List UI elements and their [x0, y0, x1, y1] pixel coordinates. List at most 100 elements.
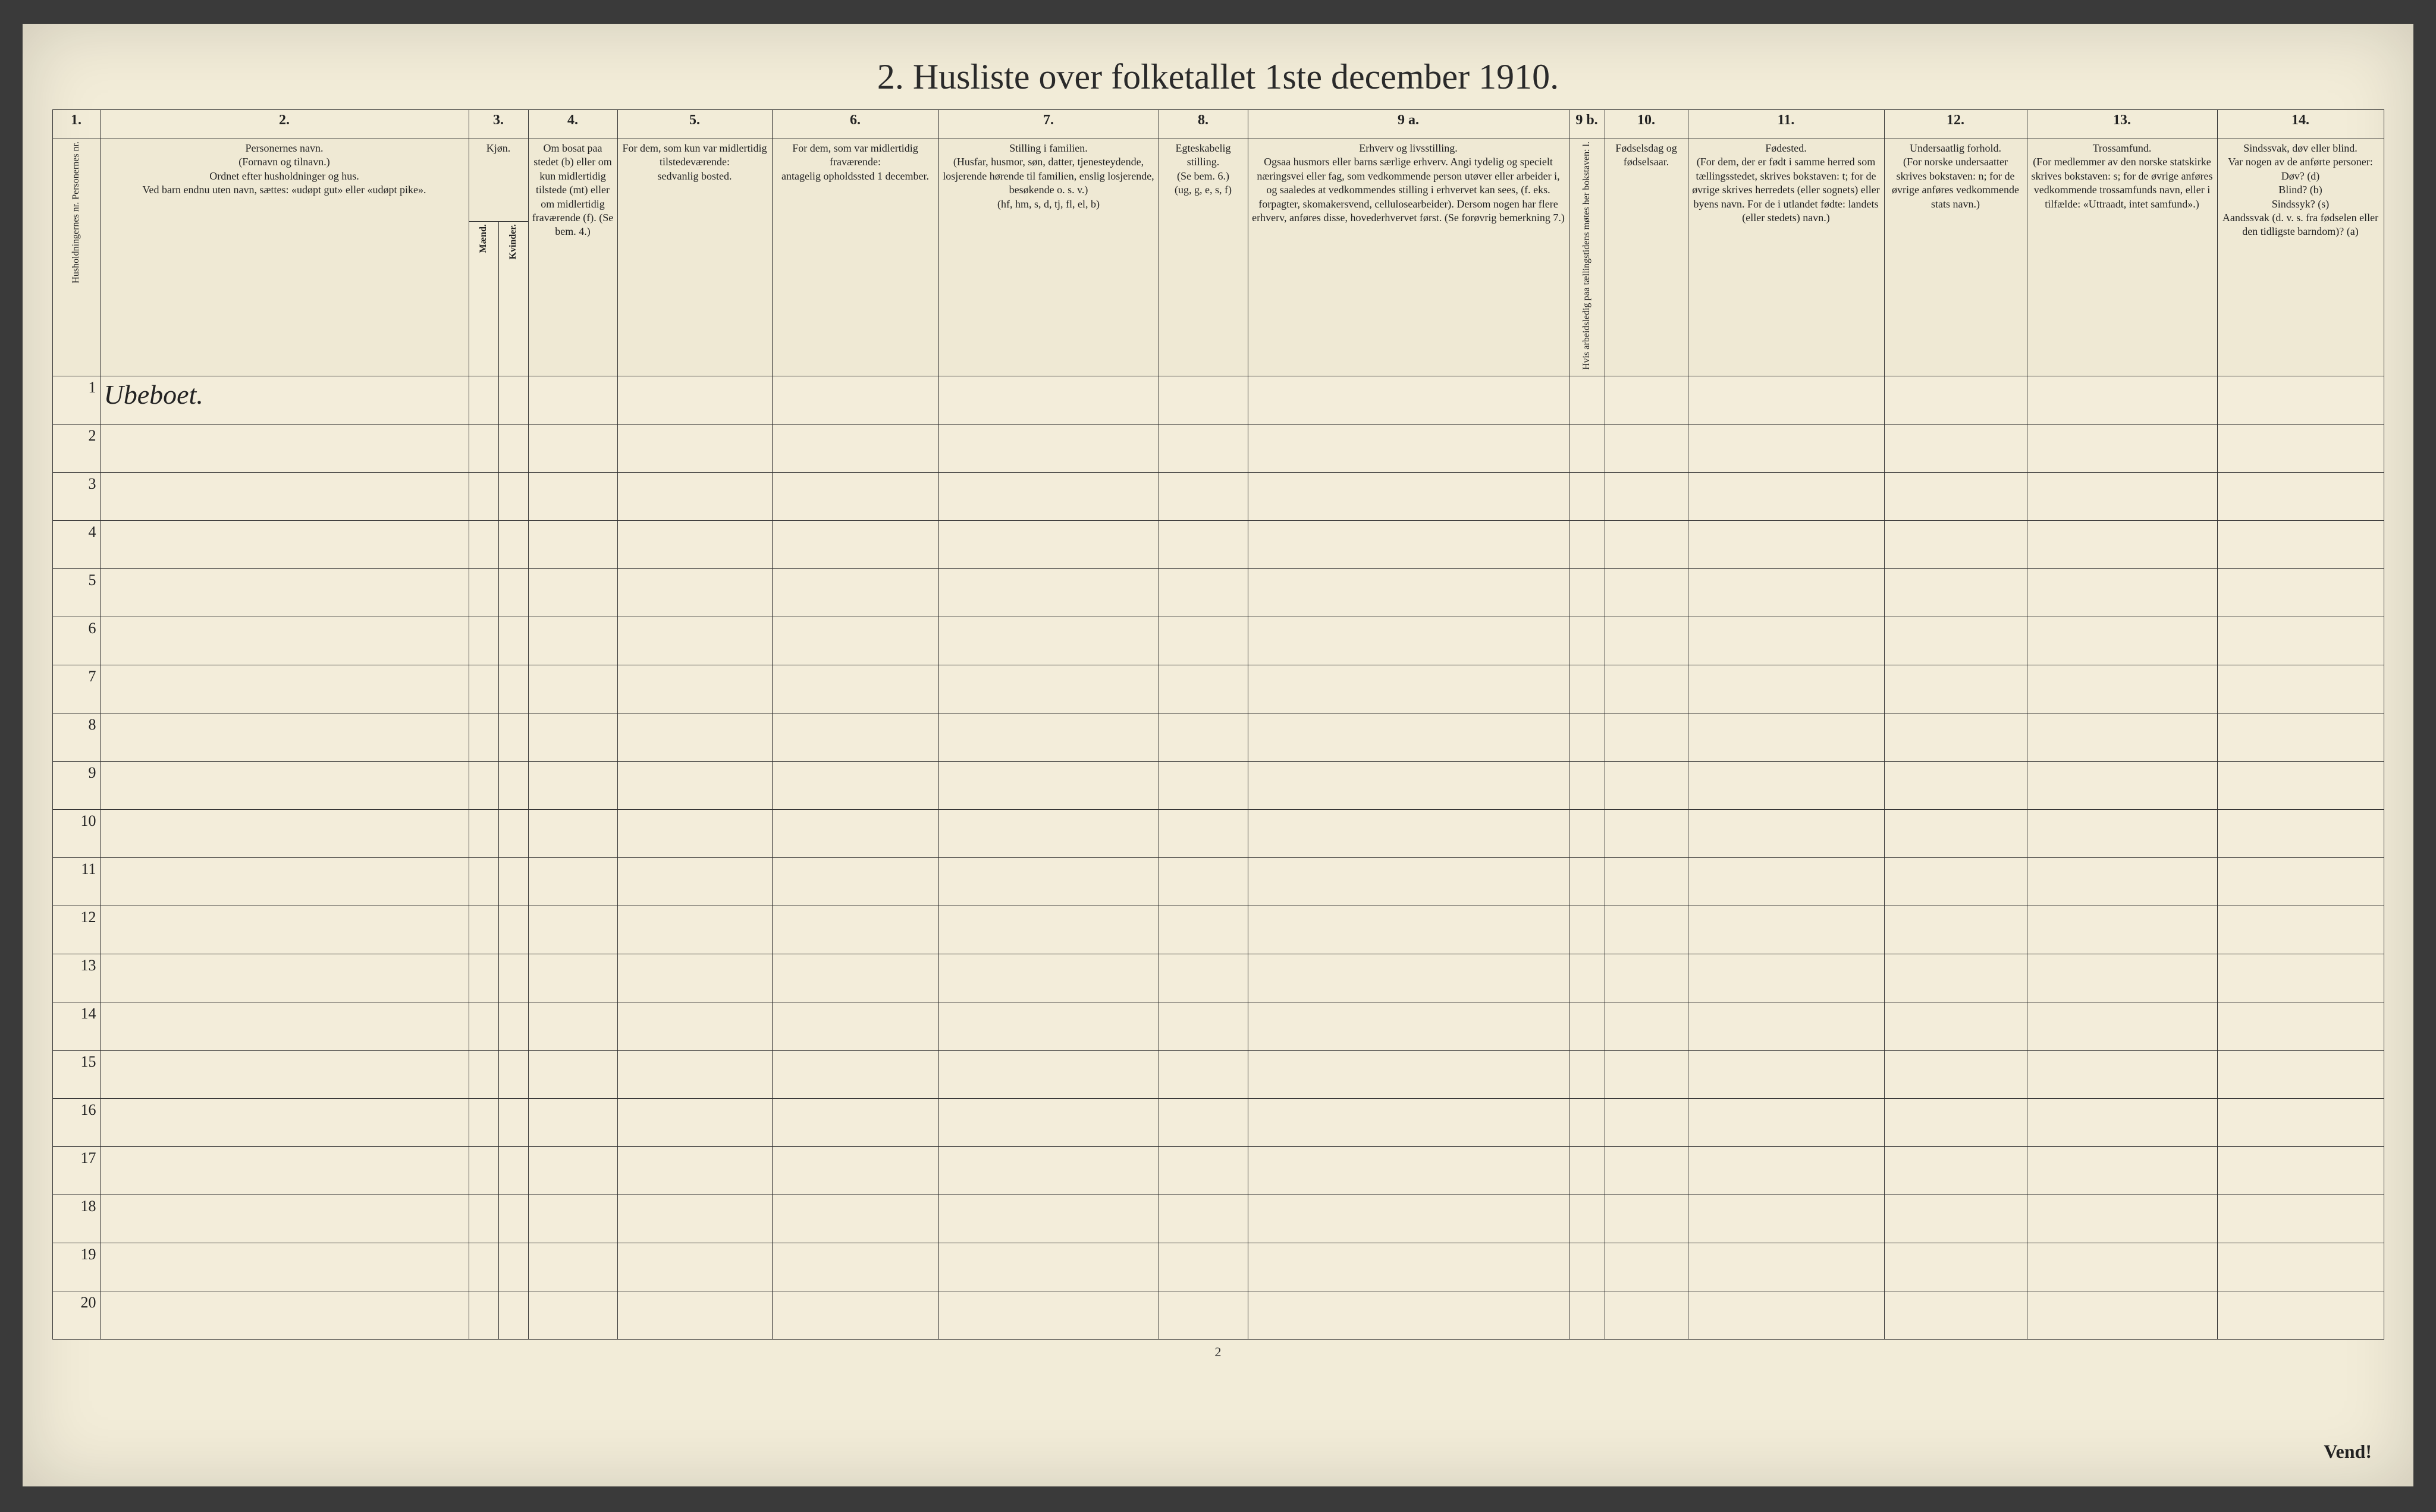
empty-cell [2027, 1051, 2217, 1099]
row-number: 14 [52, 1002, 100, 1051]
empty-cell [528, 810, 617, 858]
empty-cell [2217, 1195, 2384, 1243]
row-number: 7 [52, 665, 100, 713]
empty-cell [938, 1147, 1159, 1195]
empty-cell [2027, 810, 2217, 858]
empty-cell [2027, 762, 2217, 810]
empty-cell [1688, 1051, 1884, 1099]
empty-cell [1688, 1195, 1884, 1243]
empty-cell [2217, 665, 2384, 713]
empty-cell [772, 521, 938, 569]
empty-cell [617, 473, 772, 521]
empty-cell [617, 762, 772, 810]
empty-cell [469, 665, 498, 713]
empty-cell [2217, 521, 2384, 569]
empty-cell [2027, 425, 2217, 473]
empty-cell [1159, 1002, 1248, 1051]
empty-cell [1159, 617, 1248, 665]
empty-cell [938, 1051, 1159, 1099]
empty-cell [498, 713, 528, 762]
empty-cell [1248, 858, 1569, 906]
empty-cell [1159, 954, 1248, 1002]
empty-cell [1688, 762, 1884, 810]
empty-cell [2027, 617, 2217, 665]
empty-cell [2217, 1147, 2384, 1195]
empty-cell [2217, 1099, 2384, 1147]
row-number: 20 [52, 1291, 100, 1340]
colnum-13: 13. [2027, 110, 2217, 139]
empty-cell [528, 665, 617, 713]
empty-cell [938, 521, 1159, 569]
empty-cell [498, 1051, 528, 1099]
empty-cell [938, 858, 1159, 906]
empty-cell [2217, 1291, 2384, 1340]
empty-cell [1884, 713, 2027, 762]
empty-cell [498, 1243, 528, 1291]
empty-cell [1884, 762, 2027, 810]
header-1-text: Husholdningernes nr. Personernes nr. [70, 142, 83, 284]
empty-cell [1569, 810, 1605, 858]
row-number: 4 [52, 521, 100, 569]
empty-cell [1688, 713, 1884, 762]
empty-cell [617, 858, 772, 906]
empty-cell [2027, 1099, 2217, 1147]
empty-cell [617, 1147, 772, 1195]
empty-cell [617, 906, 772, 954]
empty-cell [2027, 906, 2217, 954]
empty-cell [1248, 906, 1569, 954]
empty-cell [1605, 569, 1688, 617]
empty-cell [772, 954, 938, 1002]
empty-cell [469, 1195, 498, 1243]
row-number: 5 [52, 569, 100, 617]
name-cell [100, 713, 469, 762]
empty-cell [469, 1099, 498, 1147]
empty-cell [1605, 617, 1688, 665]
empty-cell [772, 569, 938, 617]
empty-cell [498, 376, 528, 425]
empty-cell [1688, 1099, 1884, 1147]
empty-cell [528, 906, 617, 954]
empty-cell [528, 1051, 617, 1099]
empty-cell [1569, 569, 1605, 617]
table-row: 18 [52, 1195, 2384, 1243]
empty-cell [498, 665, 528, 713]
table-row: 13 [52, 954, 2384, 1002]
empty-cell [469, 954, 498, 1002]
empty-cell [617, 1002, 772, 1051]
row-number: 3 [52, 473, 100, 521]
row-number: 16 [52, 1099, 100, 1147]
empty-cell [1569, 1099, 1605, 1147]
name-cell [100, 906, 469, 954]
empty-cell [1248, 521, 1569, 569]
empty-cell [1688, 810, 1884, 858]
empty-cell [1248, 1243, 1569, 1291]
empty-cell [1248, 1195, 1569, 1243]
empty-cell [1605, 810, 1688, 858]
empty-cell [772, 665, 938, 713]
empty-cell [2217, 473, 2384, 521]
empty-cell [2217, 713, 2384, 762]
colnum-9a: 9 a. [1248, 110, 1569, 139]
empty-cell [498, 810, 528, 858]
empty-cell [1248, 1002, 1569, 1051]
empty-cell [938, 762, 1159, 810]
empty-cell [938, 810, 1159, 858]
empty-cell [1688, 376, 1884, 425]
empty-cell [528, 473, 617, 521]
empty-cell [1248, 1099, 1569, 1147]
name-cell [100, 521, 469, 569]
empty-cell [1884, 376, 2027, 425]
empty-cell [617, 1051, 772, 1099]
name-cell [100, 569, 469, 617]
empty-cell [1248, 665, 1569, 713]
empty-cell [528, 858, 617, 906]
empty-cell [2217, 954, 2384, 1002]
empty-cell [2217, 906, 2384, 954]
empty-cell [1688, 1002, 1884, 1051]
empty-cell [2217, 425, 2384, 473]
name-cell [100, 1147, 469, 1195]
name-cell [100, 1051, 469, 1099]
empty-cell [469, 376, 498, 425]
empty-cell [469, 858, 498, 906]
empty-cell [1569, 473, 1605, 521]
